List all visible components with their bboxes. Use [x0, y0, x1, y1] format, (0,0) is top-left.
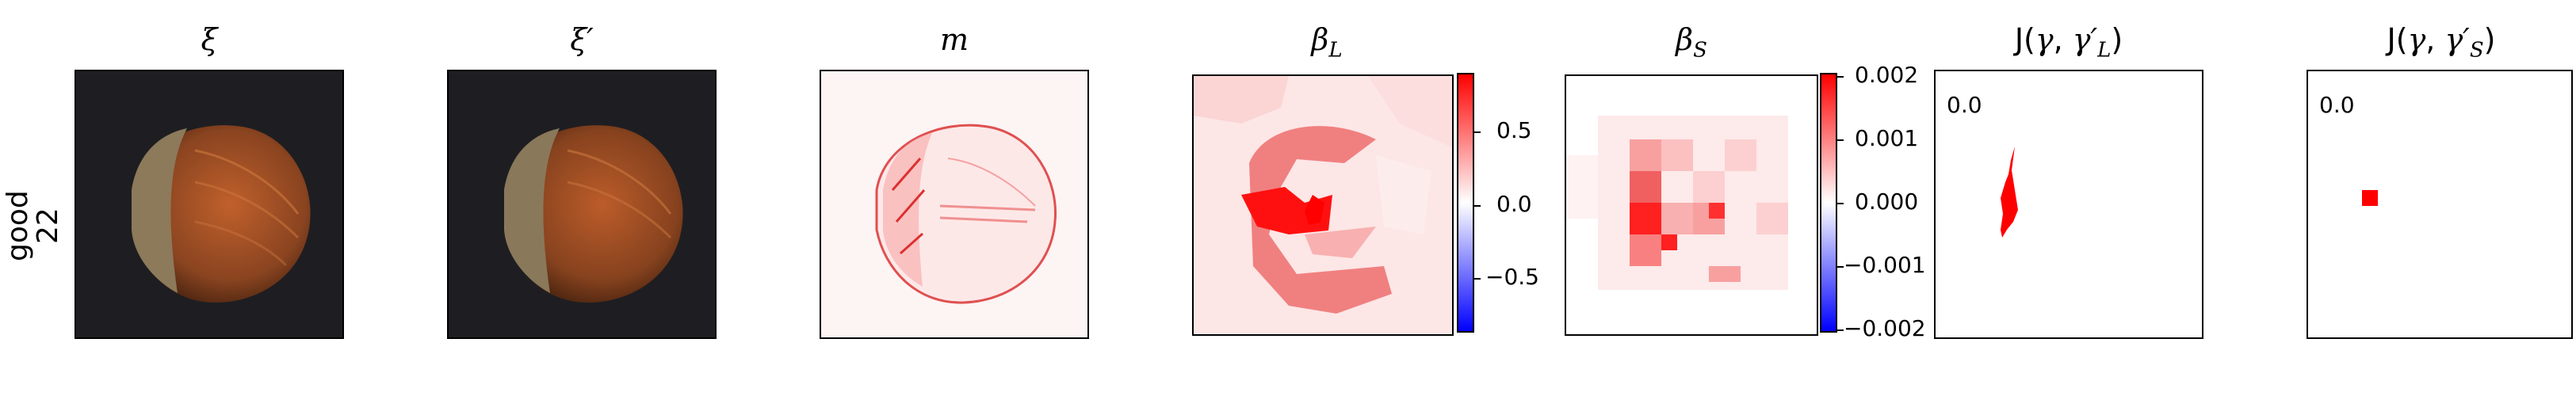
panel-beta-S-title: βS [1676, 22, 1707, 63]
panel-xi-title: ξ [201, 22, 218, 57]
jaccard-region-L [2001, 147, 2018, 238]
colorbar-beta-L [1457, 73, 1474, 333]
colorbar-beta-S-tick-3: −0.001 [1844, 252, 1926, 278]
colorbar-beta-L-tick-neg: −0.5 [1485, 264, 1539, 290]
panel-beta-L-image [1192, 74, 1454, 336]
panel-xi-prime-title: ξ′ [570, 22, 594, 57]
colorbar-beta-L-tick-zero: 0.0 [1496, 191, 1532, 217]
jaccard-region-S [2362, 190, 2378, 206]
panel-xi-image [75, 70, 344, 339]
panel-J-L-title: J(γ, γ′L) [2014, 22, 2123, 63]
colorbar-beta-S [1820, 73, 1837, 333]
colorbar-beta-S-tick-0: 0.002 [1855, 62, 1919, 88]
panel-m-title: m [939, 22, 969, 57]
colorbar-beta-S-tick-1: 0.001 [1855, 125, 1919, 151]
panel-J-L-value: 0.0 [1947, 92, 1982, 118]
colorbar-beta-L-tick-pos: 0.5 [1496, 117, 1532, 143]
row-label: good 22 [2, 190, 64, 261]
square-patch-attribution-map [1566, 76, 1817, 334]
hazelnut-image [132, 125, 311, 303]
panel-J-L-image: 0.0 [1934, 70, 2203, 339]
hazelnut-image-perturbed [504, 125, 683, 303]
panel-xi-prime-image [447, 70, 717, 339]
mask-heatmap [875, 124, 1057, 304]
panel-J-S-title: J(γ, γ′S) [2387, 22, 2496, 63]
panel-m-image [820, 70, 1089, 339]
colorbar-beta-S-tick-4: −0.002 [1844, 315, 1926, 341]
superpixel-attribution-map [1194, 76, 1452, 334]
panel-J-S-value: 0.0 [2319, 92, 2355, 118]
colorbar-beta-S-tick-2: 0.000 [1855, 188, 1919, 215]
panel-beta-L-title: βL [1311, 22, 1343, 63]
panel-J-S-image: 0.0 [2307, 70, 2573, 339]
row-label-index: 22 [32, 208, 64, 245]
row-label-class: good [2, 190, 34, 261]
panel-beta-S-image [1565, 74, 1818, 336]
